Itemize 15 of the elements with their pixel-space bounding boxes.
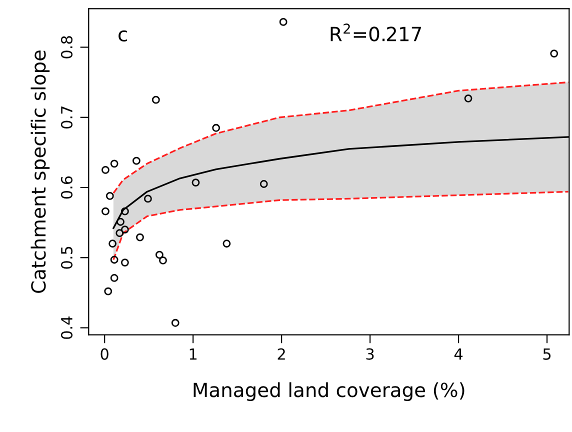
x-tick-label: 0 [100,348,108,360]
x-tick-label: 1 [190,348,197,360]
y-axis-title: Catchment specific slope [30,50,50,293]
y-tick-label: 0.5 [60,246,73,269]
x-axis-title: Managed land coverage (%) [194,382,464,402]
annotation: R$^{2}$=0.217 [330,24,422,42]
y-tick-label: 0.8 [60,36,73,58]
x-tick-label: 4 [454,348,463,360]
y-tick-label: 0.6 [60,176,73,199]
x-tick-label: 5 [543,348,551,360]
annotation: c [118,30,127,42]
y-tick-label: 0.7 [60,106,73,128]
x-tick-label: 3 [366,348,374,360]
y-tick-label: 0.4 [60,316,73,339]
x-tick-label: 2 [278,348,285,360]
